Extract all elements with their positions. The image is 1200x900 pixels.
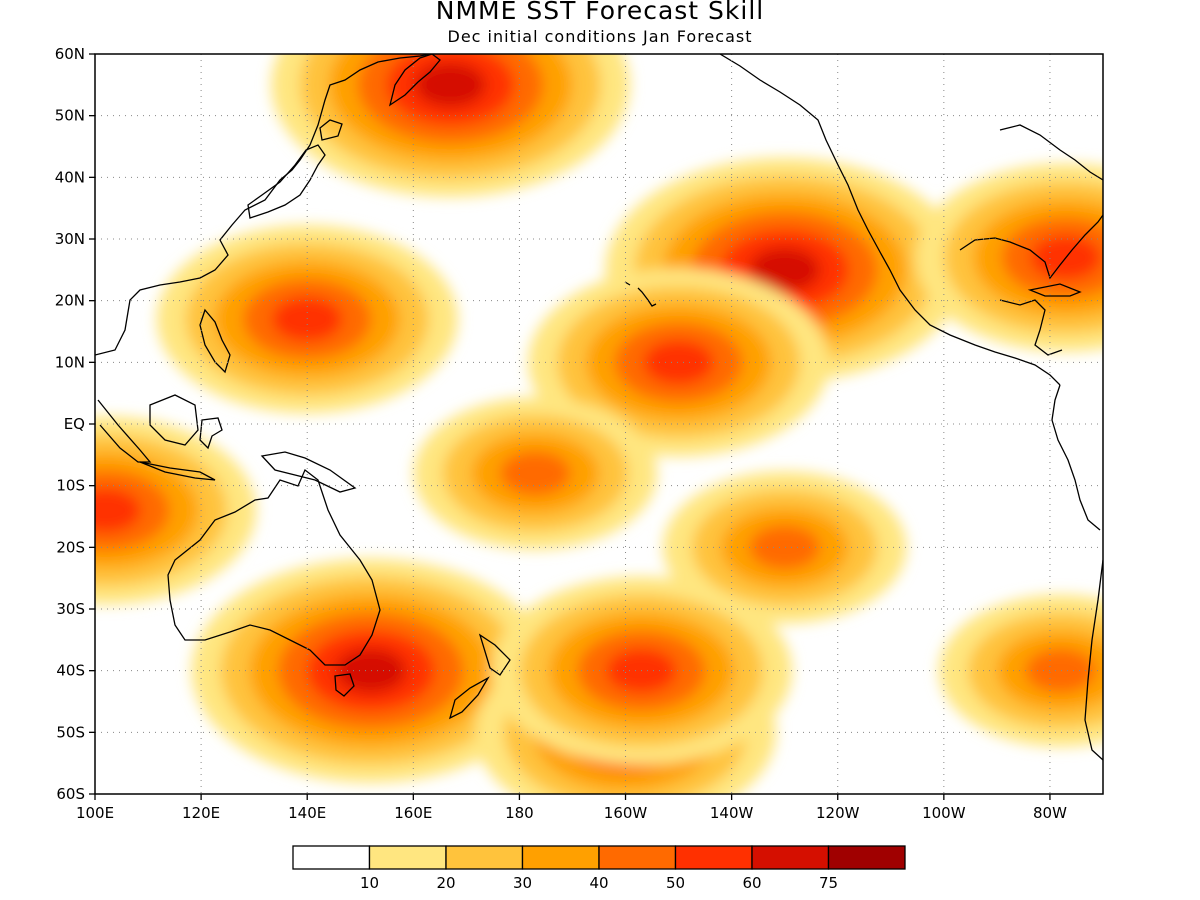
colorbar-swatch-4 [598, 845, 677, 870]
colorbar-label: 20 [436, 874, 455, 892]
skill-contour-10-4 [749, 525, 820, 570]
south-america-coast [1051, 384, 1103, 761]
x-tick-label: 100E [76, 804, 114, 822]
colorbar-label: 50 [666, 874, 685, 892]
y-tick-label: 30N [55, 230, 85, 248]
y-tick-label: 50S [56, 723, 85, 741]
coastlines [95, 54, 1103, 761]
x-tick-label: 140E [288, 804, 326, 822]
y-tick-label: 30S [56, 600, 85, 618]
skill-contour-1-6 [749, 247, 820, 292]
cuba-coast [1027, 283, 1082, 297]
colorbar-swatch-3 [521, 845, 600, 870]
y-tick-label: 50N [55, 107, 85, 125]
hokkaido-coast [319, 119, 343, 141]
colorbar-swatch-7 [827, 845, 906, 870]
colorbar-label: 75 [819, 874, 838, 892]
map-subtitle: Dec initial conditions Jan Forecast [447, 27, 753, 46]
y-tick-label: 10N [55, 353, 85, 371]
colorbar-label: 60 [742, 874, 761, 892]
australia-coast [167, 468, 381, 666]
hudson-coast [999, 124, 1103, 181]
gulf-coast [959, 214, 1103, 280]
mexico-gulf-coast [999, 299, 1063, 356]
y-tick-label: 40S [56, 662, 85, 680]
y-tick-label: 10S [56, 477, 85, 495]
colorbar-swatch-6 [751, 845, 830, 870]
colorbar-label: 10 [360, 874, 379, 892]
x-tick-label: 120W [816, 804, 860, 822]
x-tick-label: 160W [604, 804, 648, 822]
map-title: NMME SST Forecast Skill [435, 0, 765, 25]
asia-coast [95, 54, 431, 356]
colorbar: 10 20 30 40 50 60 75 [292, 845, 906, 892]
x-tick-label: 80W [1033, 804, 1067, 822]
japan-coast [247, 144, 326, 219]
sulawesi-coast [199, 417, 223, 450]
new-zealand-coast [448, 633, 511, 720]
skill-contour-0-6 [415, 62, 486, 107]
y-tick-label: EQ [64, 415, 85, 433]
north-america-coast [719, 54, 1061, 386]
skill-contour-8-5 [95, 488, 141, 533]
colorbar-swatch-0 [292, 845, 371, 870]
skill-contour-3-5 [272, 297, 343, 342]
java-coast [139, 461, 216, 481]
skill-field [95, 54, 1103, 794]
x-axis: 100E 120E 140E 160E 180 160W 140W 120W 100W 80W [76, 794, 1067, 822]
philippines-coast [199, 308, 231, 374]
colorbar-label: 30 [513, 874, 532, 892]
x-tick-label: 120E [182, 804, 220, 822]
skill-contour-11-4 [500, 451, 571, 496]
colorbar-swatch-2 [445, 845, 524, 870]
tasmania-coast [334, 673, 355, 697]
new-guinea-coast [260, 451, 357, 493]
colorbar-swatch-5 [674, 845, 753, 870]
kamchatka-coast [388, 54, 441, 107]
y-axis: 60N 50N 40N 30N 20N 10N EQ 10S 20S 30S 40S 50S 60S [55, 45, 95, 803]
x-tick-label: 180 [505, 804, 534, 822]
x-tick-label: 140W [710, 804, 754, 822]
y-tick-label: 60N [55, 45, 85, 63]
borneo-coast [149, 394, 199, 446]
y-tick-label: 20N [55, 292, 85, 310]
y-tick-label: 60S [56, 785, 85, 803]
grid-lines [94, 53, 1103, 795]
colorbar-label: 40 [589, 874, 608, 892]
x-tick-label: 160E [394, 804, 432, 822]
sumatra-coast [97, 399, 152, 463]
skill-contour-9-4 [1025, 648, 1096, 693]
colorbar-swatch-1 [368, 845, 447, 870]
x-tick-label: 100W [922, 804, 966, 822]
skill-contour-2-5 [643, 340, 714, 385]
y-tick-label: 20S [56, 538, 85, 556]
y-tick-label: 40N [55, 168, 85, 186]
